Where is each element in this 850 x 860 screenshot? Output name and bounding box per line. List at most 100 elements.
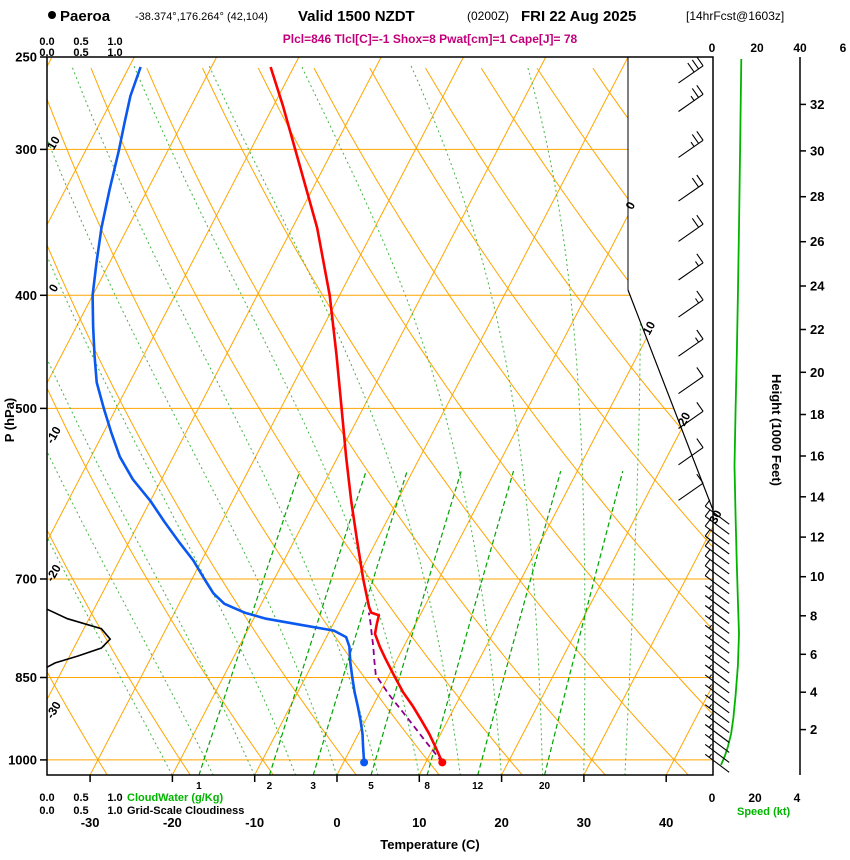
svg-text:4: 4 — [810, 685, 818, 700]
svg-text:20: 20 — [810, 365, 824, 380]
svg-text:0.0: 0.0 — [39, 792, 54, 804]
svg-text:700: 700 — [15, 572, 37, 587]
svg-text:12: 12 — [472, 781, 484, 792]
temperature-axis: -30 -20 -10 0 10 20 30 40 — [81, 775, 673, 830]
svg-text:30: 30 — [577, 815, 591, 830]
wind-barb — [704, 654, 730, 674]
height-axis-label: Height (1000 Feet) — [769, 374, 784, 486]
valid-time: Valid 1500 NZDT — [298, 8, 415, 25]
svg-text:-30: -30 — [81, 815, 100, 830]
sounding-indices: Plcl=846 Tlcl[C]=-1 Shox=8 Pwat[cm]=1 Ca… — [283, 32, 578, 46]
wind-barb — [678, 84, 704, 112]
svg-text:1.0: 1.0 — [107, 47, 122, 59]
dry-adiabat-labels: 100-10-20-30 — [43, 133, 64, 721]
svg-text:14: 14 — [810, 489, 825, 504]
svg-text:6: 6 — [840, 41, 847, 55]
svg-text:30: 30 — [810, 143, 824, 158]
svg-text:20: 20 — [748, 791, 762, 805]
plot-border — [46, 56, 714, 776]
wind-barb — [704, 549, 730, 575]
svg-text:32: 32 — [810, 97, 824, 112]
svg-text:16: 16 — [810, 449, 824, 464]
svg-text:30: 30 — [706, 507, 725, 526]
svg-text:0.5: 0.5 — [73, 36, 88, 48]
svg-text:1000: 1000 — [8, 752, 37, 767]
svg-text:40: 40 — [659, 815, 673, 830]
svg-text:0.5: 0.5 — [73, 47, 88, 59]
isobars — [47, 57, 713, 761]
wind-barb — [678, 329, 704, 357]
pressure-axis-label: P (hPa) — [2, 398, 17, 443]
svg-text:20: 20 — [675, 409, 694, 428]
wind-barb — [678, 56, 704, 84]
wind-barb — [704, 594, 730, 614]
wind-barb — [704, 559, 730, 585]
svg-text:5: 5 — [368, 781, 374, 792]
wind-barb — [704, 585, 730, 605]
svg-text:10: 10 — [44, 133, 63, 152]
station-name: Paeroa — [60, 8, 111, 25]
wind-barb — [678, 130, 704, 158]
svg-text:0.0: 0.0 — [39, 805, 54, 817]
pressure-axis: 250 300 400 500 700 850 1000 — [8, 50, 47, 767]
svg-text:8: 8 — [424, 781, 430, 792]
moist-adiabats — [47, 65, 641, 775]
svg-text:8: 8 — [810, 608, 817, 623]
svg-text:0: 0 — [709, 791, 716, 805]
svg-text:2: 2 — [267, 781, 273, 792]
wind-barb — [704, 604, 730, 624]
wind-barb — [704, 674, 730, 694]
wind-barb — [678, 174, 704, 202]
svg-text:20: 20 — [494, 815, 508, 830]
mixing-ratio-lines — [198, 470, 624, 775]
svg-text:250: 250 — [15, 50, 37, 65]
svg-text:0.5: 0.5 — [73, 805, 88, 817]
forecast-info: [14hrFcst@1603z] — [686, 9, 784, 23]
surface-temperature-dot — [438, 758, 447, 767]
cloudiness-profile — [46, 608, 112, 668]
svg-text:0.0: 0.0 — [39, 47, 54, 59]
surface-dewpoint-dot — [360, 758, 369, 767]
dry-adiabats — [47, 67, 713, 775]
skew-cut-line — [627, 289, 714, 511]
svg-text:20: 20 — [750, 41, 764, 55]
svg-text:12: 12 — [810, 530, 824, 545]
temperature-axis-label: Temperature (C) — [380, 837, 479, 852]
wind-barb — [704, 694, 730, 714]
wind-barb — [704, 664, 730, 684]
cloud-scale: 0.00.00.00.00.50.50.50.51.01.01.01.0 — [39, 36, 122, 817]
wind-barb — [678, 290, 704, 318]
wind-barb — [704, 684, 730, 704]
wind-barb — [678, 438, 704, 466]
svg-text:1.0: 1.0 — [107, 792, 122, 804]
svg-text:300: 300 — [15, 142, 37, 157]
svg-text:-20: -20 — [163, 815, 182, 830]
svg-text:500: 500 — [15, 401, 37, 416]
svg-text:0.5: 0.5 — [73, 792, 88, 804]
wind-barb — [704, 614, 730, 634]
wind-barb — [678, 253, 704, 281]
wind-barb — [704, 723, 730, 743]
svg-text:26: 26 — [810, 234, 824, 249]
svg-text:22: 22 — [810, 322, 824, 337]
wind-barb — [678, 367, 704, 395]
wind-barb — [704, 733, 730, 753]
wind-barb — [704, 753, 730, 773]
svg-text:10: 10 — [810, 569, 824, 584]
svg-text:400: 400 — [15, 288, 37, 303]
valid-time-utc: (0200Z) — [467, 9, 509, 23]
svg-text:0: 0 — [709, 41, 716, 55]
wind-barb — [704, 634, 730, 654]
svg-text:850: 850 — [15, 670, 37, 685]
isotherm-labels: 0 10 20 30 — [623, 199, 725, 526]
cloudiness-axis-label: Grid-Scale Cloudiness — [127, 805, 244, 817]
svg-text:18: 18 — [810, 407, 824, 422]
wind-barbs-upper — [678, 56, 704, 501]
svg-text:6: 6 — [810, 647, 817, 662]
svg-text:3: 3 — [310, 781, 316, 792]
svg-text:24: 24 — [810, 279, 825, 294]
svg-text:0: 0 — [333, 815, 340, 830]
svg-text:40: 40 — [793, 41, 807, 55]
